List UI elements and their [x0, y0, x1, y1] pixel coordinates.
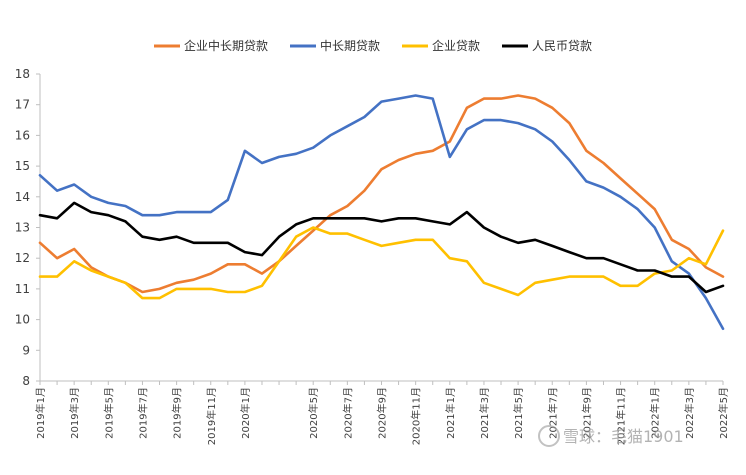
legend-label-3: 企业贷款 [432, 38, 480, 53]
series-line-4 [38, 201, 725, 294]
x-tick-label: 2019年5月 [102, 387, 115, 439]
x-tick-label: 2022年1月 [649, 387, 662, 439]
x-tick-label: 2021年5月 [512, 387, 525, 439]
y-tick-label: 10 [15, 313, 30, 327]
x-tick-label: 2019年11月 [205, 387, 218, 445]
x-tick-label: 2021年3月 [478, 387, 491, 439]
x-tick-label: 2019年1月 [34, 387, 47, 439]
y-tick-label: 13 [15, 221, 30, 235]
plot-area [38, 94, 725, 331]
y-tick-label: 9 [22, 343, 30, 357]
y-tick-label: 8 [22, 374, 30, 388]
legend-label-2: 中长期贷款 [320, 38, 380, 53]
legend-label-4: 人民币贷款 [532, 39, 592, 53]
chart-legend: 企业中长期贷款 中长期贷款 企业贷款 人民币贷款 [154, 38, 592, 53]
legend-label-1: 企业中长期贷款 [184, 38, 268, 53]
series-line-2 [38, 94, 725, 331]
x-tick-label: 2020年1月 [239, 387, 252, 439]
x-tick-label: 2019年3月 [68, 387, 81, 439]
watermark: 雪球：毛猫1901 [538, 425, 684, 447]
x-tick-label: 2019年7月 [136, 387, 149, 439]
series-line-1 [38, 94, 725, 294]
x-tick-label: 2021年9月 [580, 387, 593, 439]
y-tick-label: 16 [15, 128, 30, 142]
y-tick-label: 14 [15, 190, 30, 204]
x-tick-label: 2019年9月 [171, 387, 184, 439]
y-tick-label: 11 [15, 282, 30, 296]
x-tick-label: 2022年5月 [717, 387, 730, 439]
watermark-logo-icon [538, 425, 560, 447]
y-tick-label: 12 [15, 251, 30, 265]
x-tick-label: 2021年1月 [444, 387, 457, 439]
x-tick-label: 2021年11月 [615, 387, 628, 445]
x-tick-label: 2020年9月 [376, 387, 389, 439]
y-tick-label: 15 [15, 159, 30, 173]
series-line-3 [38, 226, 725, 300]
x-axis: 2019年1月 2019年3月 2019年5月 2019年7月 2019年9月 2019年… [34, 380, 730, 445]
y-tick-label: 18 [15, 67, 30, 81]
watermark-text: 雪球：毛猫1901 [563, 427, 684, 446]
x-tick-label: 2022年3月 [683, 387, 696, 439]
x-tick-label: 2020年11月 [410, 387, 423, 445]
x-tick-label: 2020年5月 [307, 387, 320, 439]
x-tick-label: 2020年7月 [341, 387, 354, 439]
y-axis: 8 9 10 11 12 13 14 15 16 17 18 [15, 67, 41, 388]
y-tick-label: 17 [15, 98, 30, 112]
